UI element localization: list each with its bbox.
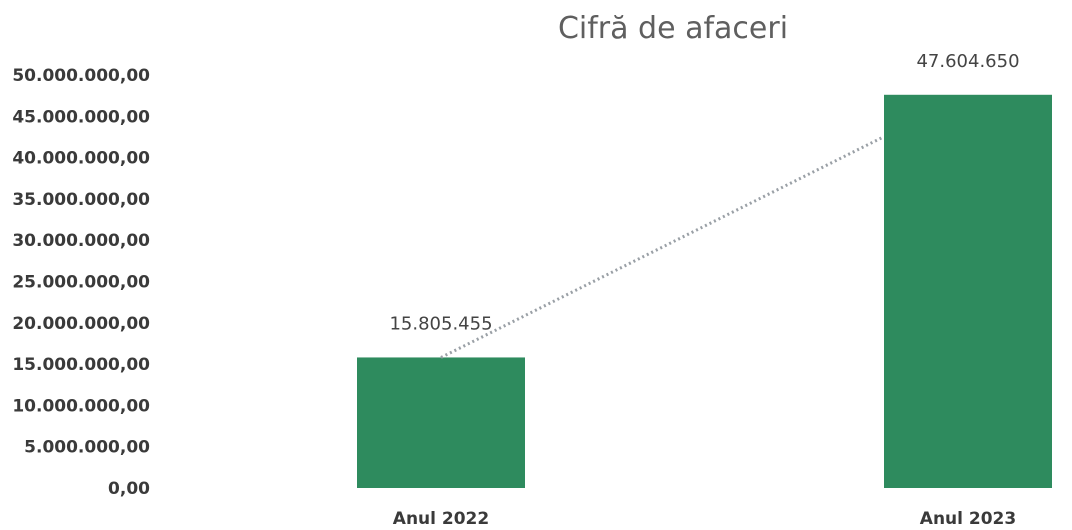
x-axis: Anul 2022 Anul 2023 xyxy=(393,509,1016,529)
bar-anul-2023 xyxy=(884,95,1052,488)
y-tick-label: 50.000.000,00 xyxy=(12,66,150,86)
bar-anul-2022 xyxy=(357,357,525,488)
x-category-label: Anul 2022 xyxy=(393,509,489,529)
chart-title: Cifră de afaceri xyxy=(558,11,788,46)
y-tick-label: 5.000.000,00 xyxy=(24,438,150,458)
y-tick-label: 25.000.000,00 xyxy=(12,273,150,293)
y-tick-label: 0,00 xyxy=(108,479,150,499)
y-axis: 0,00 5.000.000,00 10.000.000,00 15.000.000,… xyxy=(12,66,150,499)
data-label: 15.805.455 xyxy=(389,313,492,334)
trendline xyxy=(441,137,884,358)
bars-group xyxy=(357,95,1052,488)
data-label: 47.604.650 xyxy=(916,51,1019,72)
x-category-label: Anul 2023 xyxy=(920,509,1016,529)
y-tick-label: 15.000.000,00 xyxy=(12,355,150,375)
y-tick-label: 20.000.000,00 xyxy=(12,314,150,334)
y-tick-label: 30.000.000,00 xyxy=(12,231,150,251)
y-tick-label: 45.000.000,00 xyxy=(12,107,150,127)
trendline-group xyxy=(441,137,884,358)
y-tick-label: 35.000.000,00 xyxy=(12,190,150,210)
y-tick-label: 40.000.000,00 xyxy=(12,149,150,169)
y-tick-label: 10.000.000,00 xyxy=(12,396,150,416)
